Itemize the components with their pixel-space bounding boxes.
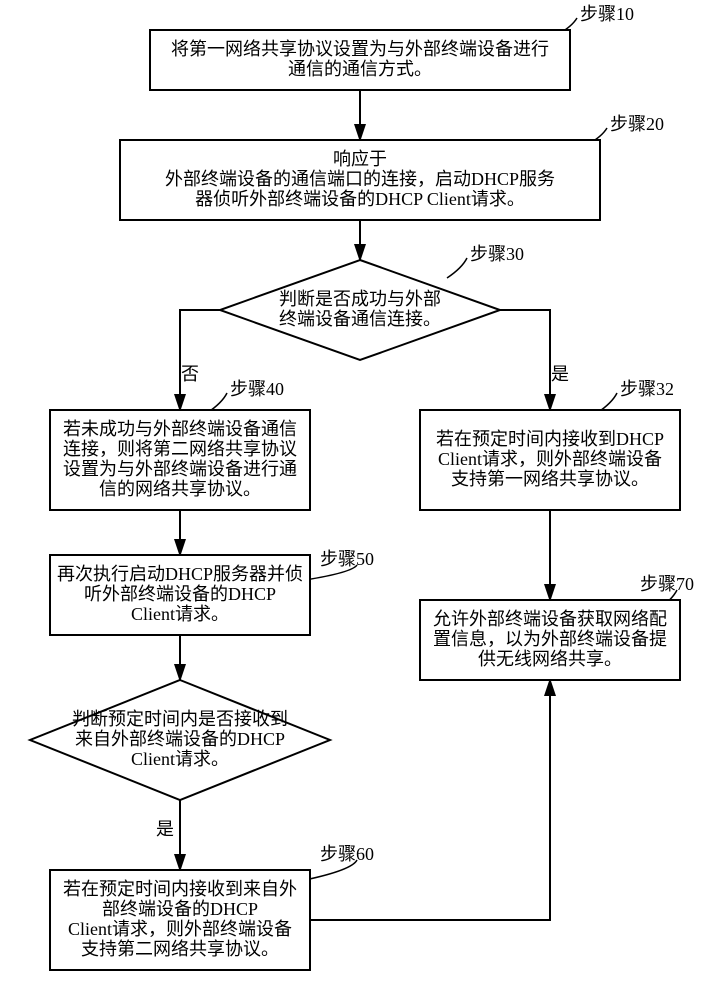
node-text: 响应于	[333, 149, 387, 169]
step-label: 步骤30	[470, 244, 524, 264]
step-label: 步骤20	[610, 114, 664, 134]
node-text: Client请求，则外部终端设备	[68, 919, 292, 939]
node-text: 来自外部终端设备的DHCP	[75, 729, 285, 749]
node-text: 若在预定时间内接收到来自外	[63, 879, 297, 899]
node-text: 终端设备通信连接。	[279, 309, 441, 329]
flow-edge	[500, 310, 550, 410]
branch-label: 否	[181, 364, 199, 384]
step-label: 步骤10	[580, 4, 634, 24]
step-label: 步骤32	[620, 379, 674, 399]
node-text: 判断是否成功与外部	[279, 289, 441, 309]
node-text: 听外部终端设备的DHCP	[84, 584, 276, 604]
node-text: 器侦听外部终端设备的DHCP Client请求。	[195, 189, 525, 209]
node-text: Client请求。	[131, 604, 229, 624]
node-text: 外部终端设备的通信端口的连接，启动DHCP服务	[165, 169, 555, 189]
node-text: 通信的通信方式。	[288, 59, 432, 79]
label-leader	[447, 258, 467, 278]
node-text: 支持第二网络共享协议。	[81, 939, 279, 959]
node-text: 部终端设备的DHCP	[102, 899, 258, 919]
node-text: 供无线网络共享。	[478, 649, 622, 669]
node-text: 支持第一网络共享协议。	[451, 469, 649, 489]
step-label: 步骤60	[320, 844, 374, 864]
step-label: 步骤70	[640, 574, 694, 594]
branch-label: 是	[156, 819, 174, 839]
node-text: 置信息，以为外部终端设备提	[433, 629, 667, 649]
flow-edge	[180, 310, 220, 410]
node-text: 将第一网络共享协议设置为与外部终端设备进行	[171, 39, 549, 59]
node-text: 若未成功与外部终端设备通信	[63, 419, 297, 439]
node-text: 信的网络共享协议。	[99, 479, 261, 499]
step-label: 步骤50	[320, 549, 374, 569]
node-text: 若在预定时间内接收到DHCP	[436, 429, 664, 449]
node-text: 设置为与外部终端设备进行通	[63, 459, 297, 479]
node-text: Client请求，则外部终端设备	[438, 449, 662, 469]
step-label: 步骤40	[230, 379, 284, 399]
node-text: 再次执行启动DHCP服务器并侦	[57, 564, 303, 584]
branch-label: 是	[551, 364, 569, 384]
flow-edge	[310, 680, 550, 920]
node-text: 允许外部终端设备获取网络配	[433, 609, 667, 629]
node-text: 判断预定时间内是否接收到	[72, 709, 288, 729]
node-text: Client请求。	[131, 749, 229, 769]
node-text: 连接，则将第二网络共享协议	[63, 439, 297, 459]
flowchart-canvas: 否是是将第一网络共享协议设置为与外部终端设备进行通信的通信方式。步骤10响应于外…	[0, 0, 726, 1000]
